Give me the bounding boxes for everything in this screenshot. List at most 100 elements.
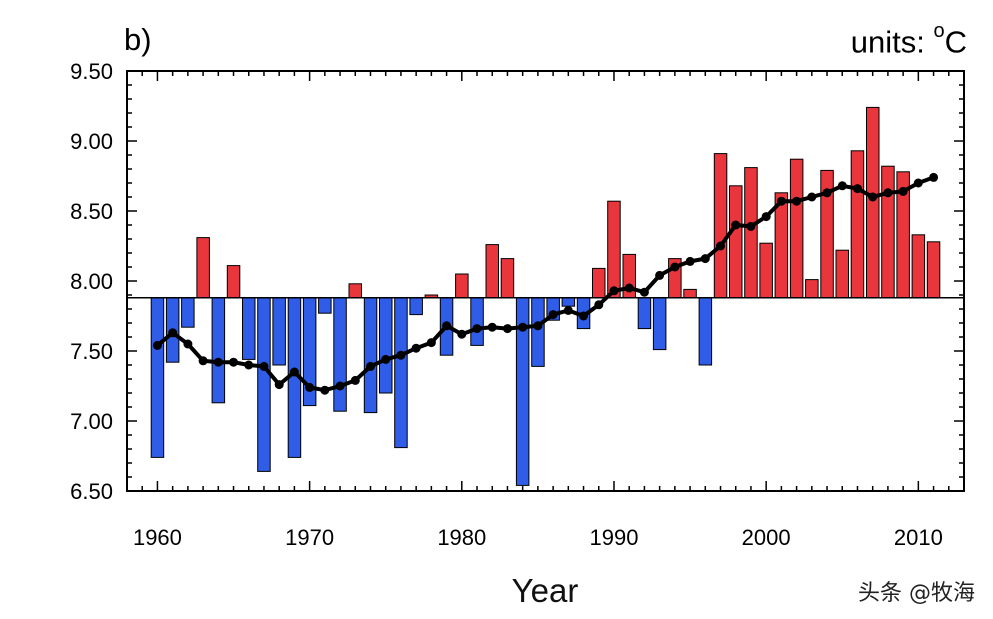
bar-2010 xyxy=(911,234,926,299)
mean-point-2002 xyxy=(792,196,802,206)
bar-1962 xyxy=(181,297,195,328)
mean-point-1976 xyxy=(396,350,406,360)
mean-point-1972 xyxy=(335,381,345,391)
mean-point-1996 xyxy=(700,254,710,264)
watermark: 头条 @牧海 xyxy=(858,581,975,606)
bar-2000 xyxy=(759,242,773,299)
mean-point-1980 xyxy=(457,329,467,339)
mean-point-1968 xyxy=(274,380,284,390)
bar-1996 xyxy=(698,297,713,366)
y-tick-label: 6.50 xyxy=(70,479,113,504)
bar-2008 xyxy=(881,165,895,299)
y-tick-label: 9.00 xyxy=(70,129,113,154)
x-tick-label: 1960 xyxy=(133,525,182,550)
mean-point-1986 xyxy=(548,310,558,320)
bar-1972 xyxy=(333,297,347,412)
bar-2002 xyxy=(789,158,804,299)
bar-1987 xyxy=(561,297,576,307)
bar-1990 xyxy=(607,200,621,299)
mean-point-1962 xyxy=(183,339,193,349)
mean-point-2005 xyxy=(837,181,847,191)
bar-2006 xyxy=(850,150,865,299)
bar-1971 xyxy=(318,297,332,314)
mean-point-1995 xyxy=(685,256,695,266)
mean-point-1984 xyxy=(518,322,528,332)
mean-point-2011 xyxy=(929,172,939,182)
units-degree: o xyxy=(933,20,945,42)
bar-1977 xyxy=(409,297,423,316)
mean-point-1973 xyxy=(350,375,360,385)
units-suffix: C xyxy=(944,24,967,60)
bar-1999 xyxy=(744,167,758,299)
x-tick-label: 2010 xyxy=(894,525,943,550)
mean-point-2010 xyxy=(913,178,923,188)
mean-point-1994 xyxy=(670,262,680,272)
x-axis-title: Year xyxy=(511,572,579,609)
bar-2005 xyxy=(835,249,849,299)
mean-point-2001 xyxy=(776,196,786,206)
bar-1968 xyxy=(272,297,286,366)
x-tick-label: 2000 xyxy=(742,525,791,550)
bar-1989 xyxy=(592,267,606,299)
bar-1975 xyxy=(379,297,393,394)
mean-point-1974 xyxy=(366,361,375,371)
bar-1966 xyxy=(242,297,256,360)
units-prefix: units: xyxy=(850,24,934,60)
mean-point-1981 xyxy=(472,324,482,334)
panel-label: b) xyxy=(124,22,152,57)
bar-1973 xyxy=(348,283,362,299)
bar-1965 xyxy=(226,265,241,299)
mean-point-1987 xyxy=(563,305,573,315)
mean-point-2006 xyxy=(853,184,862,194)
mean-point-1992 xyxy=(639,287,649,297)
mean-point-2003 xyxy=(807,192,817,202)
mean-point-1967 xyxy=(259,361,269,371)
mean-point-2009 xyxy=(898,186,908,196)
bar-1998 xyxy=(729,185,743,299)
mean-point-1961 xyxy=(168,328,178,338)
bar-1992 xyxy=(637,297,652,330)
running-mean-series xyxy=(152,172,939,395)
bar-series xyxy=(150,106,941,486)
y-tick-label: 8.50 xyxy=(70,199,113,224)
y-tick-label: 9.50 xyxy=(70,59,113,84)
bar-1976 xyxy=(394,297,408,449)
bar-1982 xyxy=(485,244,499,299)
bar-1981 xyxy=(470,297,484,346)
bar-2003 xyxy=(805,279,819,299)
mean-point-1997 xyxy=(716,241,725,251)
y-tick-label: 7.00 xyxy=(70,409,113,434)
x-tick-label: 1990 xyxy=(590,525,639,550)
mean-point-1998 xyxy=(731,220,741,230)
mean-point-2007 xyxy=(868,192,878,202)
bar-1980 xyxy=(455,273,469,299)
mean-point-1990 xyxy=(609,286,619,296)
mean-point-1999 xyxy=(746,221,756,231)
bar-2007 xyxy=(866,106,880,299)
units-label: units: oC xyxy=(850,20,967,60)
bar-1964 xyxy=(211,297,226,404)
mean-point-1989 xyxy=(594,300,604,310)
x-axis: 1960 1970 1980 1990 2000 2010 xyxy=(126,71,965,550)
bar-2011 xyxy=(926,241,941,299)
bar-1960 xyxy=(150,297,165,458)
bar-1993 xyxy=(652,297,667,351)
y-tick-label: 8.00 xyxy=(70,269,113,294)
mean-point-1964 xyxy=(213,357,223,367)
mean-point-1993 xyxy=(655,270,665,280)
mean-point-1988 xyxy=(579,311,588,321)
mean-point-1963 xyxy=(198,356,208,366)
mean-point-1983 xyxy=(503,324,512,334)
x-tick-label: 1970 xyxy=(285,525,334,550)
mean-point-1979 xyxy=(442,321,452,331)
mean-point-2008 xyxy=(883,188,893,198)
mean-point-1975 xyxy=(381,354,391,364)
bar-1983 xyxy=(500,258,515,299)
bar-1963 xyxy=(196,237,210,299)
y-tick-label: 7.50 xyxy=(70,339,113,364)
mean-point-1971 xyxy=(320,385,330,395)
y-axis: 6.50 7.00 7.50 8.00 8.50 9.00 9.50 xyxy=(70,59,964,504)
mean-point-1970 xyxy=(305,382,315,392)
running-mean-line xyxy=(156,175,935,393)
